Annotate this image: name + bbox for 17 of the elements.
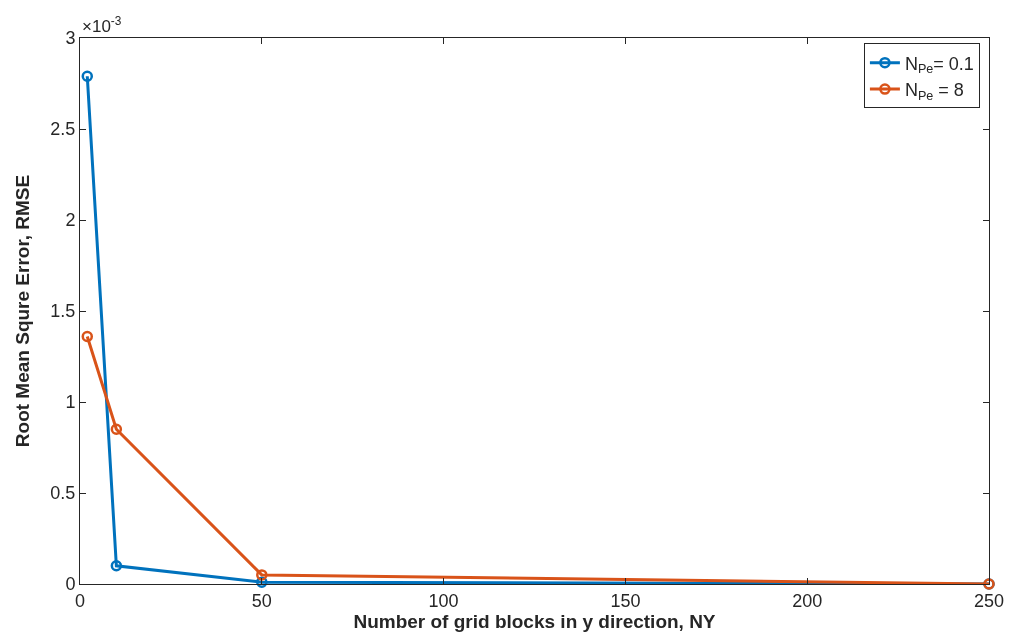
x-tick-label: 250: [973, 590, 1005, 611]
y-tick-label: 2.5: [50, 119, 76, 140]
legend-label: N$_{Pe}$ = 8: [904, 80, 964, 103]
x-tick-label: 100: [428, 590, 459, 611]
x-tick-label: 200: [792, 590, 823, 611]
y-tick-label: 0: [65, 574, 76, 595]
y-axis-title: Root Mean Squre Error, RMSE: [12, 174, 34, 448]
y-tick-label: 3: [65, 28, 76, 49]
x-axis-title: Number of grid blocks in y direction, NY: [353, 610, 716, 632]
y-tick-label: 2: [65, 210, 76, 231]
y-tick-label: 1: [65, 392, 76, 413]
legend-label: N$_{Pe}$= 0.1: [904, 53, 974, 77]
y-tick-label: 1.5: [50, 301, 76, 322]
y-tick-label: 0.5: [50, 483, 76, 504]
text: ×10$^{-3}$: [82, 14, 122, 37]
x-tick-label: 50: [251, 590, 272, 611]
x-tick-label: 150: [610, 590, 641, 611]
